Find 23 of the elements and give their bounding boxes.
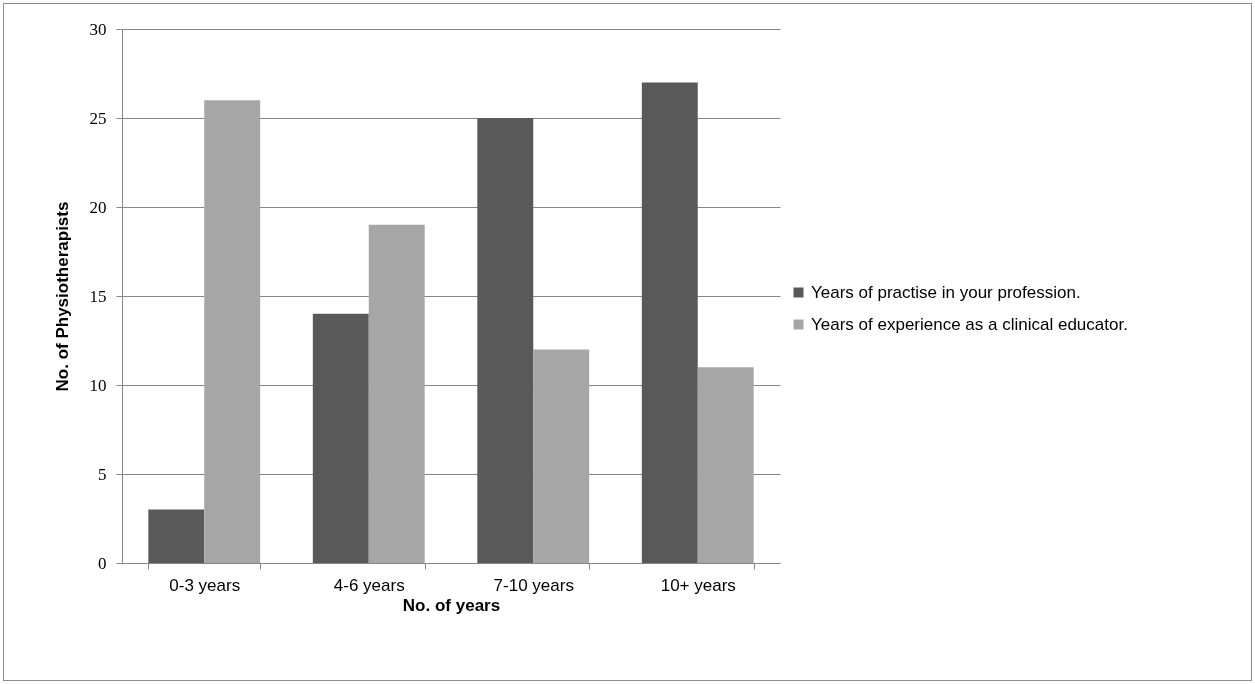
y-tick-label: 30 <box>89 19 107 39</box>
legend-label: Years of experience as a clinical educator. <box>811 314 1128 334</box>
y-tick-label: 0 <box>98 553 107 573</box>
bar <box>533 349 590 563</box>
x-tick-label: 0-3 years <box>169 575 241 595</box>
x-tick-label: 4-6 years <box>333 575 405 595</box>
legend-label: Years of practise in your profession. <box>811 282 1081 302</box>
y-axis-title: No. of Physiotherapists <box>52 201 72 392</box>
bar <box>641 82 698 563</box>
bar <box>697 367 754 563</box>
bar <box>312 313 369 563</box>
y-tick-label: 15 <box>89 286 107 306</box>
bar <box>477 118 534 563</box>
x-axis-title: No. of years <box>402 595 501 615</box>
bar <box>204 100 261 563</box>
bar <box>148 509 205 563</box>
y-tick-label: 25 <box>89 108 107 128</box>
x-tick-label: 10+ years <box>660 575 736 595</box>
y-tick-label: 10 <box>89 375 107 395</box>
y-tick-label: 20 <box>89 197 107 217</box>
bar <box>368 224 425 563</box>
x-tick-label: 7-10 years <box>493 575 574 595</box>
y-tick-label: 5 <box>98 464 107 484</box>
